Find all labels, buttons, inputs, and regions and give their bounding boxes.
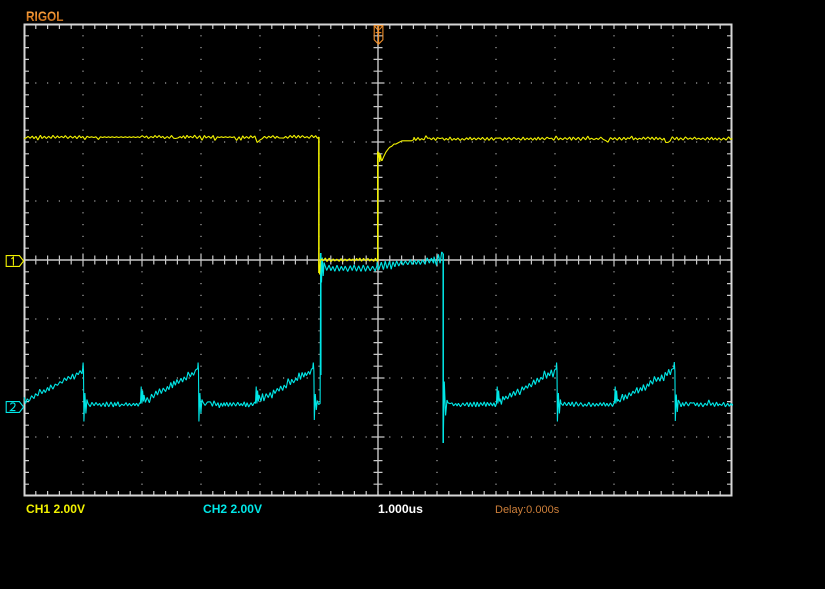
svg-text:1.000us: 1.000us bbox=[378, 502, 423, 516]
svg-text:CH2 2.00V: CH2 2.00V bbox=[203, 502, 262, 516]
svg-text:Delay:0.000s: Delay:0.000s bbox=[495, 504, 560, 516]
svg-text:RIGOL: RIGOL bbox=[26, 8, 64, 24]
svg-text:CH1 2.00V: CH1 2.00V bbox=[26, 502, 85, 516]
